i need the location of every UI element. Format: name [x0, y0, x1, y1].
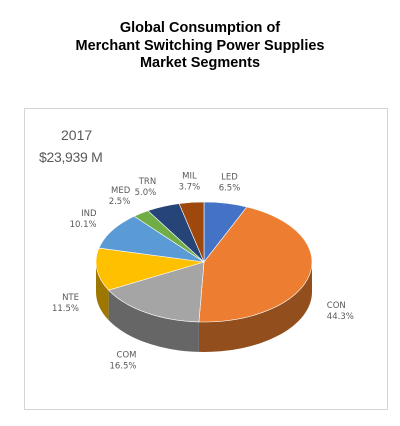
slice-value-led: 6.5%: [219, 184, 241, 194]
slice-value-nte: 11.5%: [52, 304, 79, 314]
slice-label-nte: NTE: [62, 293, 79, 303]
chart-year: 2017: [61, 127, 93, 143]
chart-title-line-1: Global Consumption of: [119, 20, 281, 36]
pie-slice-con: [198, 206, 313, 323]
slice-value-con: 44.3%: [327, 312, 354, 322]
slice-value-med: 2.5%: [109, 197, 131, 207]
slice-label-ind: IND: [81, 209, 97, 219]
chart-title-line-2: Merchant Switching Power Supplies: [75, 37, 325, 54]
pie-side-com: [108, 290, 199, 352]
slice-value-ind: 10.1%: [70, 220, 97, 230]
pie-side-con: [198, 262, 312, 352]
slice-label-med: MED: [111, 186, 131, 196]
chart-title-line-3: Market Segments: [139, 55, 261, 71]
slice-value-mil: 3.7%: [179, 183, 201, 193]
pie-slice-com: [108, 261, 205, 323]
chart-title: Global Consumption of Merchant Switching…: [0, 20, 400, 73]
chart-total: $23,939 M: [39, 149, 103, 165]
chart-area: 2017 $23,939 M LED 6.5% CON 44.3% COM 16.5% NT…: [24, 108, 388, 410]
slice-label-com: COM: [117, 351, 137, 361]
slice-label-mil: MIL: [182, 172, 197, 182]
slice-value-trn: 5.0%: [135, 188, 157, 198]
slice-label-trn: TRN: [138, 177, 156, 187]
slice-value-com: 16.5%: [109, 362, 136, 372]
pie-slice-mil: [178, 201, 205, 263]
slice-label-led: LED: [221, 173, 238, 183]
slice-label-con: CON: [327, 301, 346, 311]
